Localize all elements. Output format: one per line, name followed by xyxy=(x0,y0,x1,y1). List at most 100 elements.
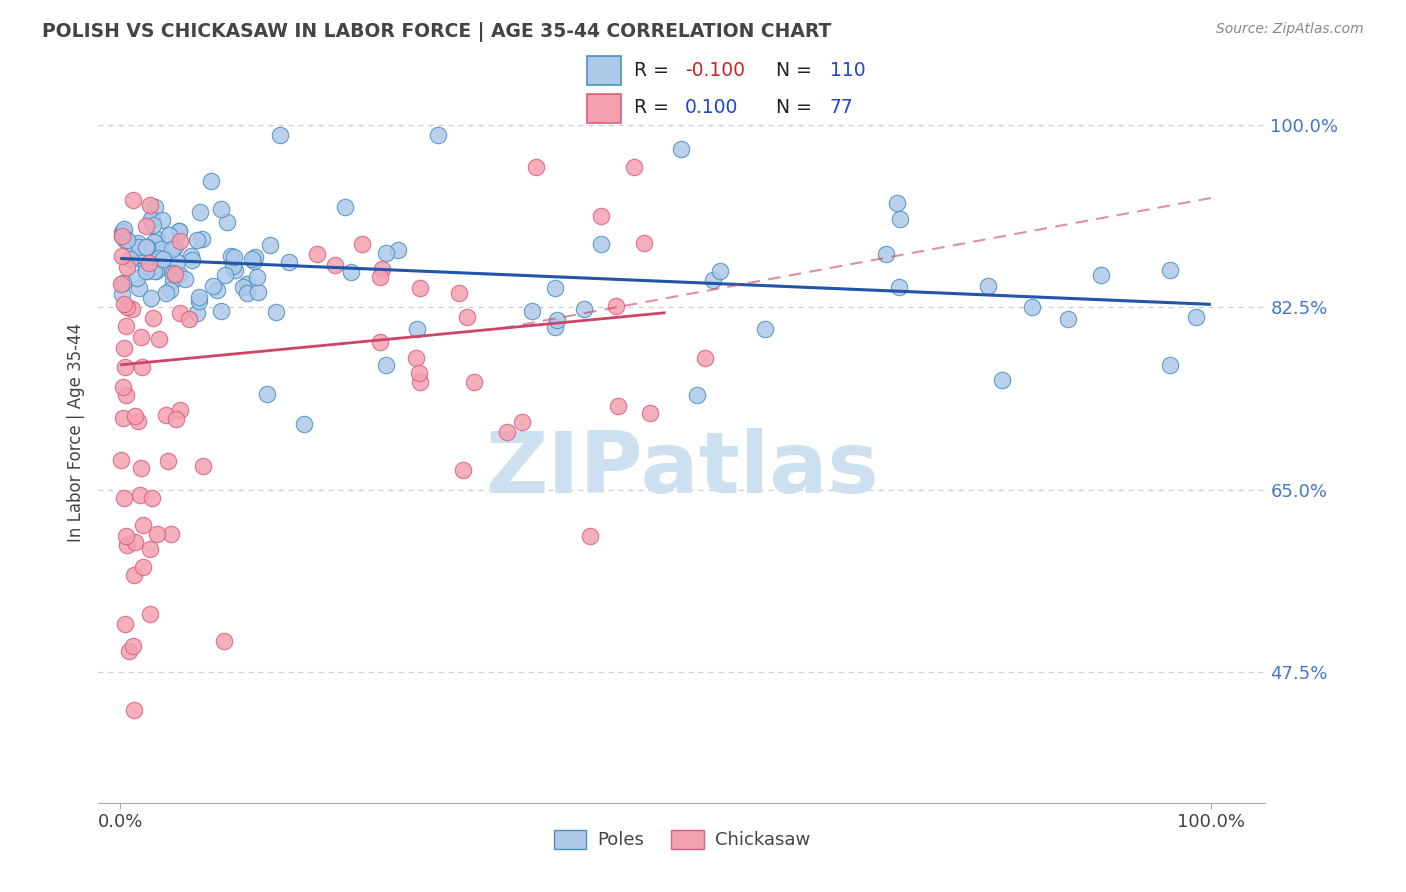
Point xyxy=(209,303,232,318)
Point xyxy=(371,261,394,276)
Point xyxy=(209,202,232,216)
Point xyxy=(495,425,517,440)
Text: N =: N = xyxy=(776,62,818,80)
Point xyxy=(138,256,160,270)
Point xyxy=(111,225,134,239)
Point xyxy=(167,267,190,281)
Point xyxy=(148,332,170,346)
Point xyxy=(179,311,201,326)
Point xyxy=(546,313,568,327)
Point xyxy=(124,409,146,423)
Point xyxy=(138,607,160,622)
Point xyxy=(117,538,139,552)
Text: R =: R = xyxy=(634,98,675,117)
Point xyxy=(236,277,259,291)
Point xyxy=(167,224,190,238)
Point xyxy=(214,634,236,648)
Point xyxy=(127,271,149,285)
Point xyxy=(1159,263,1181,277)
Point xyxy=(145,264,167,278)
Point xyxy=(115,387,138,401)
Point xyxy=(405,351,427,365)
Point xyxy=(217,215,239,229)
Point xyxy=(224,263,246,277)
Point xyxy=(127,414,149,428)
Point xyxy=(162,266,184,280)
Point xyxy=(115,260,138,274)
Point xyxy=(243,250,266,264)
Point xyxy=(180,252,202,267)
Point xyxy=(368,269,391,284)
Point xyxy=(131,360,153,375)
Point xyxy=(121,301,143,316)
Point xyxy=(139,291,162,305)
Point xyxy=(141,212,163,227)
Point xyxy=(520,303,543,318)
Point xyxy=(633,235,655,250)
Point xyxy=(115,319,138,334)
Point xyxy=(180,249,202,263)
Point xyxy=(606,399,628,413)
Point xyxy=(256,387,278,401)
Point xyxy=(159,284,181,298)
Point xyxy=(149,242,172,256)
Point xyxy=(114,233,136,247)
Point xyxy=(156,454,179,468)
Point xyxy=(145,232,167,246)
Point xyxy=(589,209,612,223)
Point xyxy=(991,373,1014,387)
Point xyxy=(193,458,215,473)
Point xyxy=(1021,300,1043,314)
Point xyxy=(166,255,188,269)
Point xyxy=(131,248,153,262)
Point xyxy=(167,224,190,238)
Point xyxy=(579,528,602,542)
Point xyxy=(115,529,138,543)
Point xyxy=(269,128,291,143)
Point xyxy=(510,415,533,429)
Point xyxy=(131,559,153,574)
Point xyxy=(339,265,361,279)
Point xyxy=(426,128,449,143)
Point xyxy=(112,297,135,311)
Bar xyxy=(586,56,620,86)
Point xyxy=(456,310,478,324)
Point xyxy=(139,198,162,212)
Point xyxy=(138,541,160,556)
Point xyxy=(246,270,269,285)
Point xyxy=(111,228,134,243)
Point xyxy=(111,225,134,239)
Point xyxy=(115,300,138,314)
Point xyxy=(976,279,998,293)
Point xyxy=(111,287,134,301)
Point xyxy=(292,417,315,431)
Point xyxy=(159,526,181,541)
Point xyxy=(135,219,157,233)
Point xyxy=(463,376,485,390)
Point xyxy=(589,236,612,251)
Text: 0.100: 0.100 xyxy=(685,98,738,117)
Text: N =: N = xyxy=(776,98,818,117)
Point xyxy=(145,526,167,541)
Point xyxy=(124,534,146,549)
Point xyxy=(143,201,166,215)
Point xyxy=(131,518,153,533)
Point xyxy=(149,261,172,276)
Point xyxy=(128,251,150,265)
Point xyxy=(231,279,253,293)
Point xyxy=(1185,310,1208,324)
Point xyxy=(544,281,567,295)
Point xyxy=(141,212,163,227)
Point xyxy=(111,411,134,425)
Point xyxy=(695,351,717,366)
Point xyxy=(131,461,153,475)
Point xyxy=(524,160,547,174)
Point xyxy=(387,243,409,257)
Point xyxy=(186,306,208,320)
Text: Source: ZipAtlas.com: Source: ZipAtlas.com xyxy=(1216,22,1364,37)
Point xyxy=(205,283,228,297)
Y-axis label: In Labor Force | Age 35-44: In Labor Force | Age 35-44 xyxy=(66,323,84,542)
Point xyxy=(886,195,908,210)
Point xyxy=(112,341,135,355)
Point xyxy=(169,306,191,320)
